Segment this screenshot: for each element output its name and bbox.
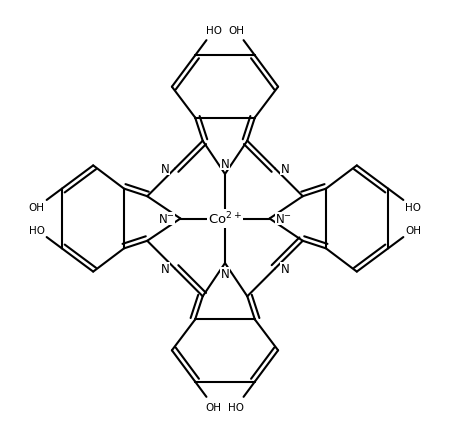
Text: OH: OH — [29, 203, 45, 213]
Text: HO: HO — [228, 402, 244, 412]
Text: HO: HO — [29, 225, 45, 235]
Text: N: N — [220, 158, 230, 171]
Text: Co$^{2+}$: Co$^{2+}$ — [208, 211, 242, 227]
Text: N$^{-}$: N$^{-}$ — [158, 212, 175, 226]
Text: HO: HO — [405, 203, 421, 213]
Text: OH: OH — [206, 402, 222, 412]
Text: OH: OH — [228, 26, 244, 36]
Text: N$^{-}$: N$^{-}$ — [275, 212, 292, 226]
Text: HO: HO — [206, 26, 222, 36]
Text: N: N — [161, 262, 169, 276]
Text: N: N — [281, 162, 289, 176]
Text: N: N — [161, 162, 169, 176]
Text: N: N — [220, 267, 230, 280]
Text: N: N — [281, 262, 289, 276]
Text: OH: OH — [405, 225, 421, 235]
